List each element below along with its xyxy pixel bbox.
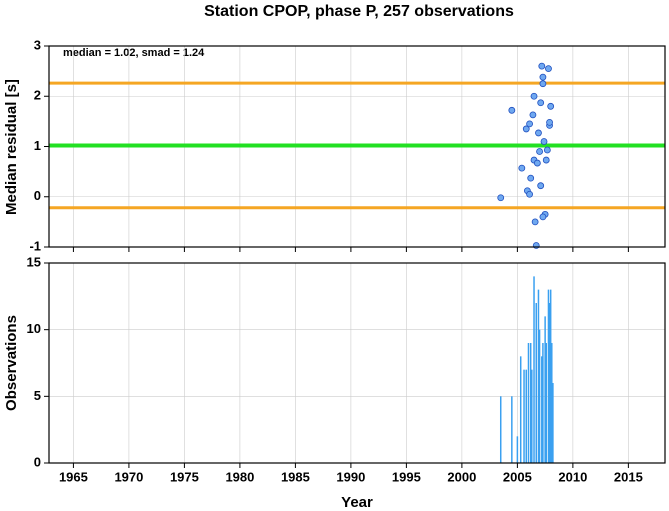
- x-tick-label: 2000: [447, 469, 476, 484]
- point: [545, 65, 552, 73]
- x-tick-label: 1975: [170, 469, 199, 484]
- point: [527, 174, 535, 182]
- point: [497, 194, 505, 202]
- plot-frame: [48, 262, 666, 464]
- y-tick-label: 15: [27, 254, 41, 269]
- y-tick-label: 2: [34, 88, 41, 103]
- point: [522, 125, 530, 133]
- point: [537, 99, 545, 107]
- y-tick-label: 3: [34, 37, 41, 52]
- point: [540, 138, 548, 145]
- point: [539, 73, 547, 81]
- point: [526, 120, 533, 128]
- point: [539, 213, 547, 221]
- x-tick-label: 1985: [281, 469, 310, 484]
- y-tick-label: 10: [27, 321, 41, 336]
- y-tick-label: 5: [34, 388, 41, 403]
- point: [546, 118, 553, 126]
- annotation: median = 1.02, smad = 1.24: [63, 47, 205, 59]
- point: [537, 182, 545, 190]
- point: [542, 156, 550, 164]
- x-axis-label: Year: [341, 494, 373, 511]
- point: [508, 106, 516, 114]
- point: [526, 190, 533, 198]
- point: [518, 164, 526, 172]
- y-tick-label: 1: [34, 138, 41, 153]
- point: [529, 111, 537, 119]
- point: [536, 148, 543, 155]
- y-axis-label: Median residual [s]: [3, 79, 20, 215]
- x-tick-label: 2010: [558, 469, 587, 484]
- x-tick-label: 1995: [392, 469, 421, 484]
- x-tick-label: 1980: [225, 469, 254, 484]
- x-tick-label: 2015: [614, 469, 643, 484]
- x-tick-label: 1970: [114, 469, 143, 484]
- y-tick-label: -1: [29, 238, 41, 253]
- point: [531, 218, 539, 226]
- point: [539, 80, 547, 88]
- x-tick-label: 1990: [336, 469, 365, 484]
- point: [538, 62, 546, 70]
- y-axis-label: Observations: [3, 315, 20, 411]
- plot-frame: [48, 45, 666, 248]
- y-tick-label: 0: [34, 454, 41, 469]
- point: [543, 146, 551, 154]
- point: [530, 92, 538, 100]
- x-tick-label: 2005: [503, 469, 532, 484]
- chart-title: Station CPOP, phase P, 257 observations: [204, 3, 514, 20]
- point: [547, 102, 555, 110]
- point: [533, 159, 541, 167]
- y-tick-label: 0: [34, 188, 41, 203]
- point: [535, 129, 542, 137]
- x-tick-label: 1965: [59, 469, 88, 484]
